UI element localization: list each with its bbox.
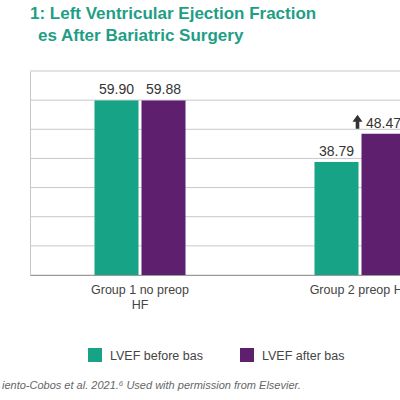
x-tick-label: Group 2 preop HF	[310, 283, 400, 297]
y-axis	[30, 72, 32, 276]
legend: LVEF before bas LVEF after bas	[88, 348, 344, 363]
data-label: 59.90	[99, 81, 134, 97]
x-tick-label-line: Group 1 no preop	[91, 283, 189, 297]
data-label: 48.47	[366, 115, 400, 131]
subtitle: es After Bariatric Surgery	[38, 26, 244, 45]
x-axis-line	[31, 275, 400, 276]
grid	[30, 71, 400, 275]
chart: 1: Left Ventricular Ejection Fraction es …	[0, 0, 400, 400]
data-label: 38.79	[319, 143, 354, 159]
legend-label: LVEF after bas	[262, 349, 344, 363]
legend-label: LVEF before bas	[110, 349, 203, 363]
data-labels: 59.90 38.79 59.88 48.47	[99, 81, 400, 159]
x-tick: Group 2 preop HF	[310, 283, 400, 297]
x-axis: Group 1 no preopHF Group 2 preop HF	[31, 276, 400, 312]
legend-swatch	[88, 348, 102, 362]
y-axis-line	[30, 72, 31, 276]
grid-line	[30, 100, 400, 101]
x-tick-label: Group 1 no preopHF	[91, 283, 189, 312]
bars	[95, 100, 400, 275]
source: iento-Cobos et al. 2021.⁶ Used with perm…	[2, 379, 301, 391]
title: 1: Left Ventricular Ejection Fraction	[30, 4, 316, 23]
bar	[315, 162, 359, 275]
grid-line	[30, 71, 400, 72]
bar	[362, 134, 400, 275]
increase-arrow	[353, 115, 363, 129]
x-tick-label-line: HF	[132, 298, 149, 312]
x-tick: Group 1 no preopHF	[91, 283, 189, 312]
grid-line	[30, 129, 400, 130]
bar	[142, 100, 186, 275]
x-tick-label-line: Group 2 preop HF	[310, 283, 400, 297]
bar	[95, 100, 139, 275]
legend-swatch	[240, 348, 254, 362]
data-label: 59.88	[146, 81, 181, 97]
